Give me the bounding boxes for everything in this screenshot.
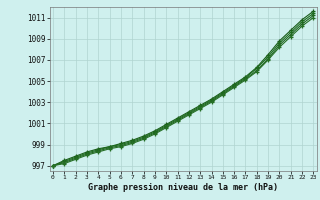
X-axis label: Graphe pression niveau de la mer (hPa): Graphe pression niveau de la mer (hPa) (88, 183, 278, 192)
